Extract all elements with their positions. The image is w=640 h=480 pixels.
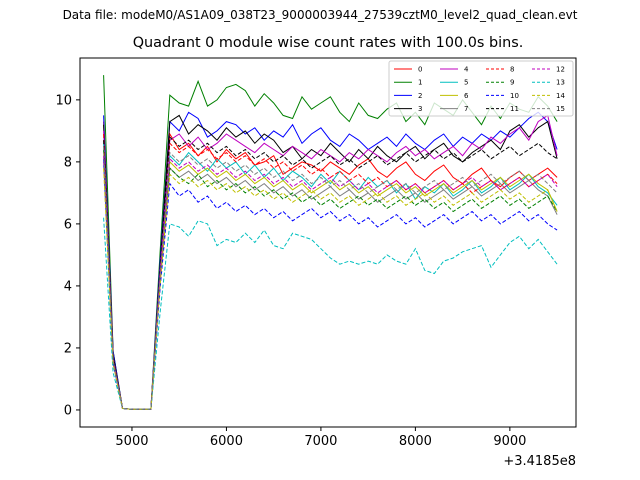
series-line-5: [103, 143, 558, 410]
legend-label-8: 8: [510, 66, 514, 74]
legend-label-5: 5: [464, 79, 468, 87]
y-tick-label: 4: [64, 279, 72, 294]
legend-label-3: 3: [418, 105, 422, 113]
y-tick-label: 2: [64, 341, 72, 356]
legend-label-6: 6: [464, 92, 469, 100]
legend-label-1: 1: [418, 79, 422, 87]
legend-label-12: 12: [556, 66, 565, 74]
series-line-6: [103, 152, 558, 410]
legend-label-15: 15: [556, 105, 565, 113]
series-line-0: [103, 121, 558, 410]
series-line-15: [103, 146, 558, 410]
legend-label-11: 11: [510, 105, 519, 113]
series-line-14: [103, 168, 558, 410]
legend-label-10: 10: [510, 92, 519, 100]
x-offset-label: +3.4185e8: [503, 454, 576, 469]
x-tick-label: 5000: [115, 434, 148, 449]
x-tick-label: 7000: [304, 434, 337, 449]
legend-label-13: 13: [556, 79, 565, 87]
legend-label-4: 4: [464, 66, 469, 74]
series-line-11: [103, 135, 558, 410]
y-tick-label: 6: [64, 217, 72, 232]
data-file-title: Data file: modeM0/AS1A09_038T23_90000039…: [62, 8, 578, 22]
legend-label-2: 2: [418, 92, 422, 100]
x-tick-label: 9000: [493, 434, 526, 449]
series-line-2: [103, 111, 558, 410]
plot-frame: [79, 57, 577, 428]
legend-label-7: 7: [464, 105, 468, 113]
legend-label-14: 14: [556, 92, 565, 100]
series-line-3: [103, 114, 558, 410]
y-tick-label: 0: [64, 403, 72, 418]
legend-label-0: 0: [418, 66, 422, 74]
series-line-9: [103, 149, 558, 410]
x-tick-label: 8000: [399, 434, 432, 449]
legend-label-9: 9: [510, 79, 514, 87]
y-tick-label: 8: [64, 155, 72, 170]
y-tick-label: 10: [55, 93, 72, 108]
series-line-7: [103, 161, 558, 410]
series-line-13: [103, 217, 558, 410]
series-line-12: [103, 155, 558, 410]
legend-box: [388, 60, 574, 117]
chart-title: Quadrant 0 module wise count rates with …: [132, 35, 524, 51]
series-line-10: [103, 158, 558, 410]
x-tick-label: 6000: [210, 434, 243, 449]
series-line-4: [103, 114, 558, 410]
series-line-1: [103, 75, 558, 410]
